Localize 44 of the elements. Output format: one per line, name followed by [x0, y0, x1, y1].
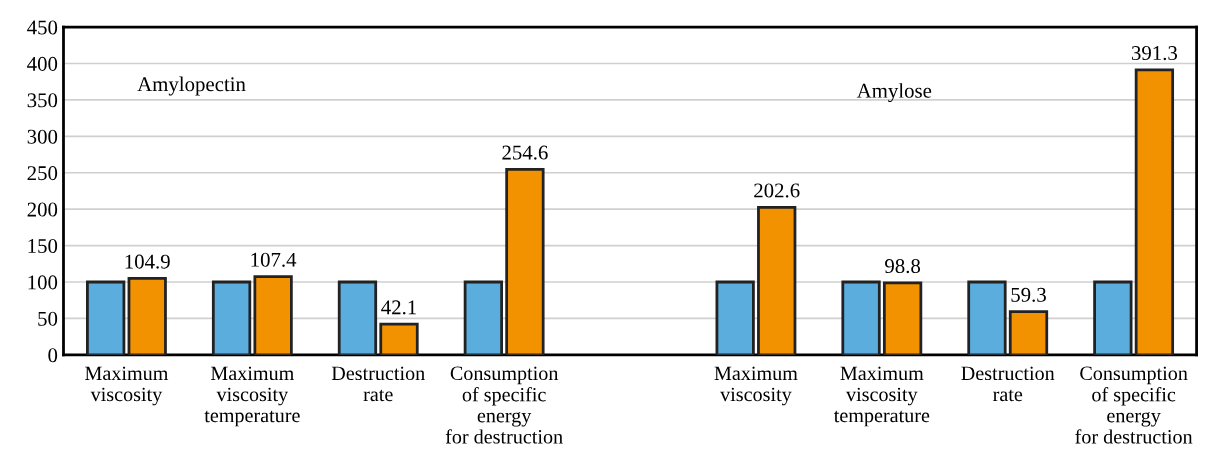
y-tick-label: 450	[27, 20, 58, 35]
bar	[715, 280, 755, 355]
y-tick-label: 350	[27, 93, 58, 108]
data-label: 202.6	[754, 183, 800, 198]
data-label: 104.9	[125, 254, 170, 269]
y-tick-label: 150	[28, 238, 58, 254]
data-label: 98.8	[885, 259, 921, 274]
y-tick-label: 400	[27, 56, 58, 71]
bar	[841, 280, 881, 355]
y-tick-label: 200	[27, 202, 58, 217]
bar	[505, 168, 545, 355]
bar	[379, 322, 419, 355]
annotation: Amylose	[856, 83, 932, 103]
bar	[757, 205, 797, 355]
bar	[1134, 68, 1175, 355]
y-tick-label: 100	[28, 275, 58, 290]
bar	[882, 281, 923, 355]
data-label: 107.4	[251, 252, 297, 267]
bar	[967, 280, 1007, 355]
x-tick-label: Maximum viscosity	[85, 366, 169, 406]
x-tick-label: Maximum viscosity temperature	[833, 366, 930, 427]
data-label: 59.3	[1011, 287, 1046, 302]
bar	[1008, 310, 1049, 355]
bar	[463, 280, 504, 355]
x-tick-label: Destruction rate	[331, 366, 425, 402]
bar	[337, 280, 378, 355]
y-tick-label: 250	[27, 166, 58, 181]
bar	[211, 280, 252, 355]
x-tick-label: Destruction rate	[961, 366, 1055, 402]
y-tick-label: 50	[38, 311, 58, 326]
bar	[253, 275, 293, 355]
data-label: 42.1	[381, 300, 416, 315]
y-tick-label: 300	[27, 129, 58, 144]
annotation: Amylopectin	[137, 76, 246, 96]
bar	[86, 280, 126, 355]
x-tick-label: Maximum viscosity	[714, 366, 798, 406]
y-tick-label: 0	[48, 348, 58, 363]
bar	[1093, 280, 1133, 355]
data-label: 254.6	[502, 145, 548, 160]
x-tick-label: Consumption of specific energy for destruction	[1075, 366, 1193, 444]
x-tick-label: Maximum viscosity temperature	[204, 366, 300, 427]
bar	[127, 277, 167, 355]
data-label: 391.3	[1131, 46, 1178, 61]
x-tick-label: Consumption of specific energy for destruction	[445, 366, 563, 444]
